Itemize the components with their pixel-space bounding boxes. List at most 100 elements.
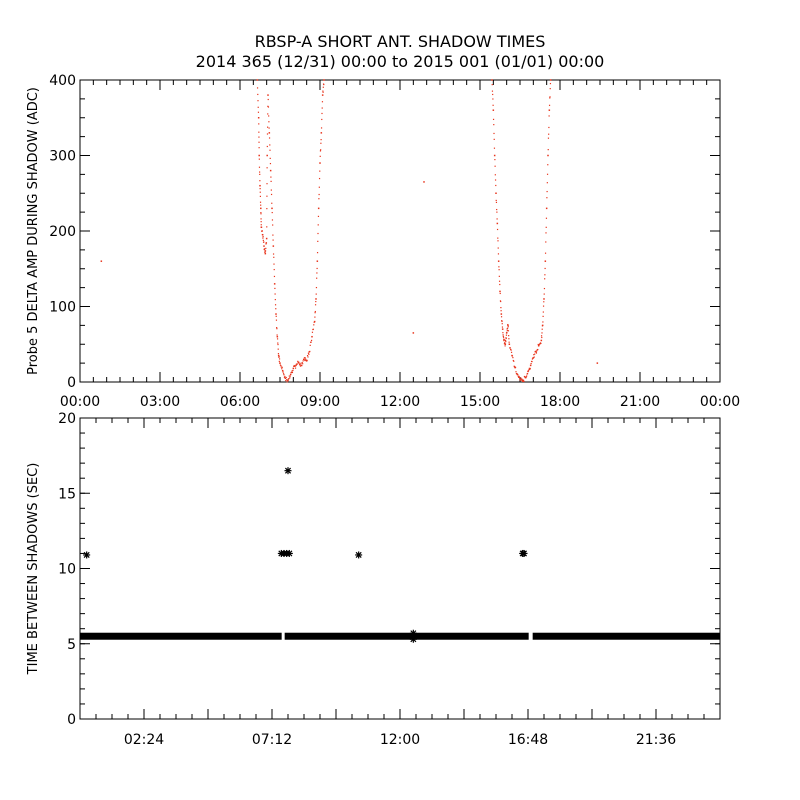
p1-data-point: [323, 87, 324, 88]
p1-data-point: [497, 238, 498, 239]
p1-data-point: [543, 298, 545, 300]
p1-data-point: [321, 119, 322, 120]
p1-data-point: [319, 194, 320, 195]
p1-data-point: [273, 257, 274, 258]
p2-baseline-band: [80, 633, 282, 640]
p1-data-point: [519, 377, 520, 378]
p1-data-point: [495, 193, 497, 195]
p1-data-point: [545, 260, 547, 262]
p1-data-point: [321, 113, 322, 114]
p2-data-point: [410, 636, 417, 643]
p1-ytick-label: 300: [49, 149, 76, 165]
p1-data-point: [307, 356, 308, 357]
p1-data-point: [545, 268, 546, 269]
p1-data-point: [499, 281, 500, 282]
p1-data-point: [261, 227, 262, 228]
p1-data-point: [258, 112, 259, 113]
p1-data-point: [495, 166, 496, 167]
p1-data-point: [504, 339, 505, 340]
p1-ytick-label: 0: [67, 375, 76, 391]
p1-data-point: [314, 322, 315, 323]
p1-data-point: [548, 149, 549, 150]
p1-xtick-label: 21:00: [620, 394, 660, 410]
p2-baseline-band: [285, 633, 529, 640]
p1-data-point: [267, 127, 268, 128]
p1-data-point: [503, 337, 504, 338]
p1-data-point: [269, 137, 270, 138]
p1-data-point: [501, 321, 502, 322]
p1-data-point: [532, 358, 533, 359]
p1-data-point: [317, 241, 318, 242]
p1-data-point: [310, 345, 311, 346]
p1-data-point: [305, 359, 306, 360]
p1-data-point: [264, 248, 265, 249]
p1-data-point: [275, 299, 276, 300]
p1-xtick-label: 09:00: [300, 394, 340, 410]
p1-data-point: [276, 328, 277, 329]
p1-data-point: [269, 132, 271, 134]
p1-data-point: [517, 374, 518, 375]
p1-data-point: [322, 91, 323, 92]
p1-data-point: [273, 245, 275, 247]
p1-data-point: [542, 325, 543, 326]
p1-data-point: [269, 144, 270, 145]
p1-data-point: [259, 171, 260, 172]
p1-data-point: [290, 376, 291, 377]
p1-data-point: [531, 363, 532, 364]
p1-data-point: [302, 362, 303, 363]
p2-data-point: [285, 467, 292, 474]
p1-data-point: [307, 355, 308, 356]
p1-data-point: [258, 155, 260, 157]
p1-data-point: [320, 150, 321, 151]
p1-data-point: [507, 324, 508, 325]
p1-data-point: [260, 208, 262, 210]
p1-data-point: [505, 341, 506, 342]
p1-data-point: [265, 248, 266, 249]
p1-data-point: [508, 338, 509, 339]
p1-data-point: [268, 115, 269, 116]
p1-ytick-label: 400: [49, 73, 76, 89]
p1-data-point: [265, 250, 266, 251]
p1-data-point: [286, 377, 287, 378]
p1-data-point: [495, 174, 496, 175]
p1-data-point: [547, 191, 548, 192]
p1-data-point: [519, 376, 520, 377]
p1-data-point: [544, 288, 545, 289]
p1-data-point: [315, 311, 316, 312]
p1-data-point: [278, 349, 279, 350]
p1-data-point: [497, 218, 498, 219]
p1-data-point: [530, 368, 531, 369]
p1-data-point: [508, 330, 509, 331]
p1-data-point: [531, 361, 532, 362]
p1-data-point: [261, 224, 262, 225]
p1-data-point: [500, 293, 501, 294]
p1-data-point: [547, 164, 548, 165]
p1-data-point: [504, 343, 505, 344]
p1-xtick-label: 00:00: [700, 394, 740, 410]
p1-data-point: [316, 272, 317, 273]
p1-data-point: [276, 320, 277, 321]
p2-xtick-label: 07:12: [252, 732, 292, 748]
p1-data-point: [278, 353, 279, 354]
p1-data-point: [282, 367, 283, 368]
p1-data-point: [544, 293, 545, 294]
p1-data-point: [499, 291, 501, 293]
p1-data-point: [260, 212, 261, 213]
p1-data-point: [297, 361, 298, 362]
p1-data-point: [289, 377, 290, 378]
p1-data-point: [319, 162, 321, 164]
p1-data-point: [313, 329, 314, 330]
p1-data-point: [549, 109, 551, 111]
p1-data-point: [272, 224, 273, 225]
p1-data-point: [263, 236, 264, 237]
p1-data-point: [300, 363, 301, 364]
p1-data-point: [544, 274, 545, 275]
p1-data-point: [540, 343, 541, 344]
p1-data-point: [318, 208, 320, 210]
p1-data-point: [293, 368, 295, 370]
p1-data-point: [308, 353, 309, 354]
p1-data-point: [496, 209, 497, 210]
p1-data-point: [259, 180, 260, 181]
p1-data-point: [501, 310, 502, 311]
